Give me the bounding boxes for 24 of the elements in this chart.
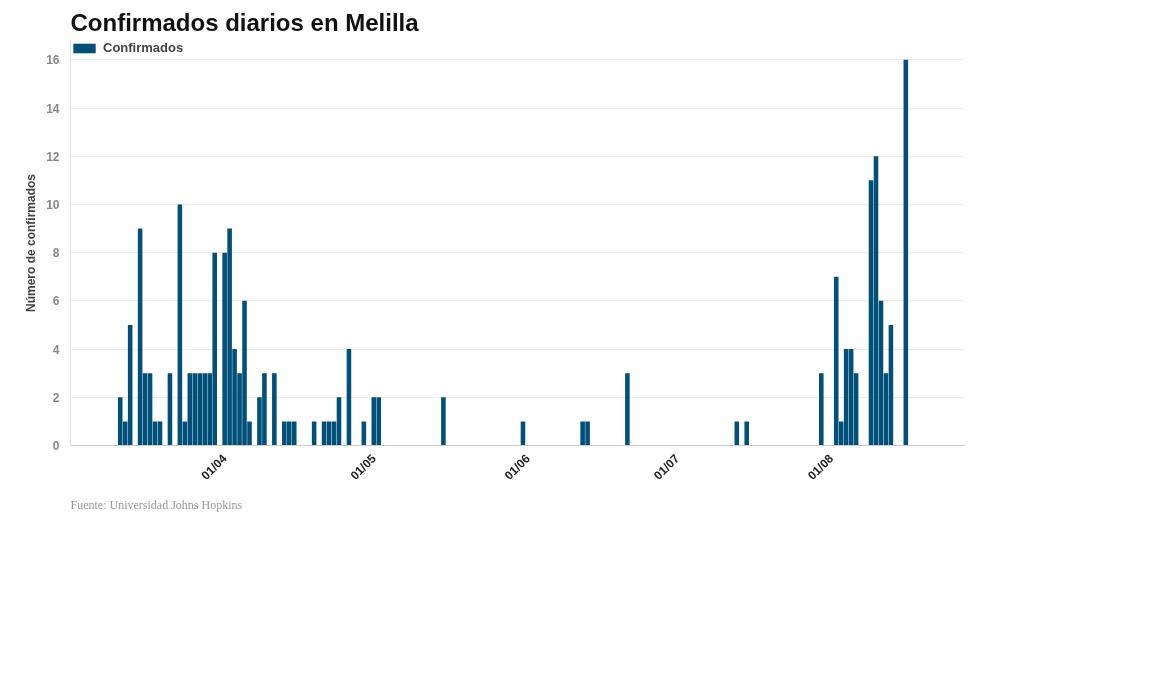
y-tick-label: 0 xyxy=(52,439,60,453)
y-tick-label: 4 xyxy=(52,342,60,357)
y-tick-label: 6 xyxy=(52,294,60,309)
y-tick-label: 14 xyxy=(46,101,60,116)
bar xyxy=(819,373,824,446)
y-tick-label: 16 xyxy=(46,53,60,68)
bar xyxy=(197,373,203,446)
bar xyxy=(744,421,750,446)
source-note: Fuente: Universidad Johns Hopkins xyxy=(70,497,243,512)
legend-label: Confirmados xyxy=(103,40,184,55)
y-tick-label: 2 xyxy=(52,390,60,405)
bar xyxy=(734,421,740,446)
bar xyxy=(441,397,446,446)
bar xyxy=(833,276,839,446)
y-axis-title: Número de confirmados xyxy=(24,173,39,313)
bar xyxy=(376,397,382,446)
y-tick-label: 10 xyxy=(46,197,60,212)
bar xyxy=(117,397,123,446)
bar xyxy=(291,421,297,446)
y-tick-label: 8 xyxy=(52,246,60,261)
chart-title: Confirmados diarios en Melilla xyxy=(70,8,420,36)
bar xyxy=(625,373,630,446)
bar xyxy=(272,373,277,446)
y-tick-label: 12 xyxy=(46,149,60,164)
